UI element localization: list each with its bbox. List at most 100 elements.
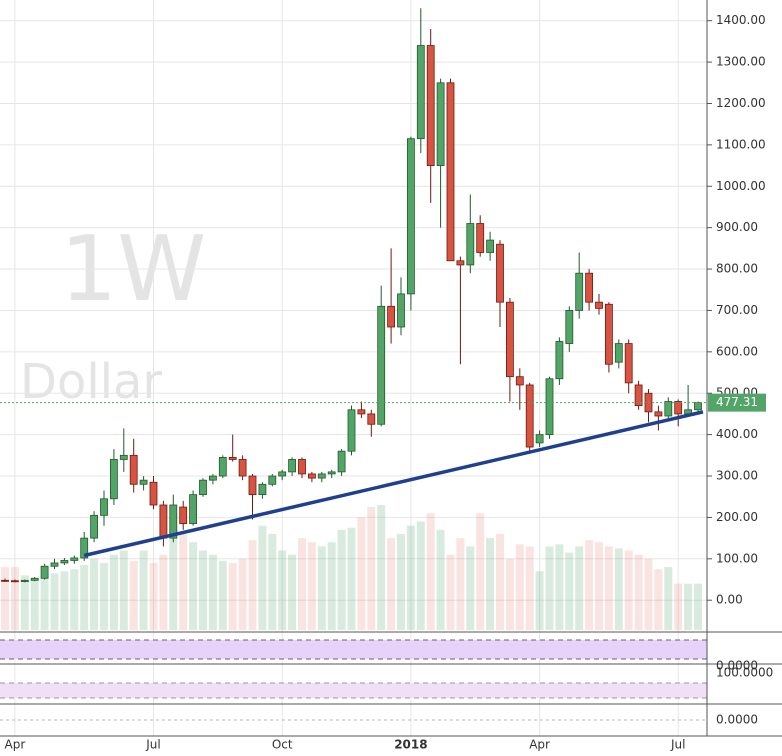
candle-body xyxy=(189,494,198,525)
candle-body xyxy=(1,579,9,582)
volume-bar xyxy=(426,513,435,630)
candle-body xyxy=(555,341,564,380)
last-price-box xyxy=(708,393,766,412)
candle-body xyxy=(30,577,39,581)
candle-body xyxy=(278,471,287,477)
candle-body xyxy=(40,565,49,579)
candle-body xyxy=(139,479,148,485)
x-tick-label: Jul xyxy=(145,738,160,752)
volume-bar xyxy=(515,544,524,630)
volume-bar xyxy=(60,571,69,630)
candle-body xyxy=(674,401,683,415)
candle-body xyxy=(90,514,98,539)
volume-bar xyxy=(575,546,584,630)
candle-body xyxy=(20,579,29,582)
candle-body xyxy=(347,409,356,452)
y-tick-label: 600.00 xyxy=(716,344,758,358)
volume-bar xyxy=(169,529,178,630)
candle-body xyxy=(169,504,178,539)
volume-bar xyxy=(218,560,227,630)
volume-bar xyxy=(268,533,277,630)
candle-body xyxy=(575,272,584,311)
volume-bar xyxy=(416,521,425,630)
candle-body xyxy=(159,504,168,539)
volume-bar xyxy=(228,562,237,630)
volume-bar xyxy=(10,567,19,630)
candle-body xyxy=(436,82,445,166)
candle-body xyxy=(466,223,475,266)
volume-bar xyxy=(327,542,336,630)
volume-bar xyxy=(406,525,415,630)
candle-body xyxy=(268,475,277,485)
volume-bar xyxy=(456,538,465,630)
volume-bar xyxy=(525,546,534,630)
candle-body xyxy=(307,473,316,479)
volume-bar xyxy=(387,538,396,630)
volume-bar xyxy=(307,542,316,630)
volume-bar xyxy=(585,540,594,630)
candle-body xyxy=(387,305,396,328)
volume-bar xyxy=(446,554,455,630)
volume-bar xyxy=(634,554,643,630)
volume-bar xyxy=(347,527,356,630)
candle-body xyxy=(694,402,702,411)
candle-body xyxy=(60,560,69,564)
candle-body xyxy=(416,45,425,140)
volume-bar xyxy=(278,550,287,630)
indicator-label: 100.0000 xyxy=(716,666,773,680)
candle-body xyxy=(208,475,217,481)
y-tick-label: 1400.00 xyxy=(716,13,766,27)
volume-bar xyxy=(624,550,633,630)
y-tick-label: 700.00 xyxy=(716,303,758,317)
x-tick-label: 2018 xyxy=(394,738,427,752)
volume-bar xyxy=(664,567,673,630)
volume-bar xyxy=(40,575,49,630)
volume-bar xyxy=(258,525,267,630)
x-tick-label: Apr xyxy=(5,738,26,752)
oscillator-band xyxy=(0,640,707,659)
candle-body xyxy=(50,562,59,567)
candle-body xyxy=(614,343,623,363)
candle-body xyxy=(406,138,415,295)
candle-body xyxy=(10,580,19,583)
candle-body xyxy=(377,305,386,425)
volume-bar xyxy=(20,575,29,630)
candle-body xyxy=(367,413,376,425)
candle-body xyxy=(664,401,673,417)
candle-body xyxy=(605,303,613,365)
volume-bar xyxy=(377,504,386,630)
volume-bar xyxy=(476,513,485,630)
volume-bar xyxy=(100,562,108,630)
candle-body xyxy=(149,481,158,506)
volume-bar xyxy=(486,538,495,630)
candle-body xyxy=(545,378,554,436)
volume-bar xyxy=(238,558,247,630)
candle-body xyxy=(397,293,405,328)
volume-bar xyxy=(545,546,554,630)
candle-body xyxy=(486,239,495,253)
candle-body xyxy=(624,343,633,384)
candle-body xyxy=(496,243,504,303)
indicator-panes: 0.0000 100.0000 0.0000 xyxy=(0,0,782,737)
trendline xyxy=(83,410,704,558)
volume-bar xyxy=(1,567,9,630)
candle-body xyxy=(238,459,247,477)
y-tick-label: 200.00 xyxy=(716,510,758,524)
volume-bar xyxy=(535,571,544,630)
volume-bar xyxy=(644,558,653,630)
volume-bar xyxy=(129,560,138,630)
y-tick-label: 1000.00 xyxy=(716,179,766,193)
volume-bar xyxy=(614,548,623,630)
y-tick-label: 400.00 xyxy=(716,427,758,441)
volume-bar xyxy=(397,533,405,630)
indicator-label: 0.0000 xyxy=(716,713,758,727)
candle-body xyxy=(456,260,465,266)
volume-bar xyxy=(357,517,366,630)
volume-bar xyxy=(674,583,683,630)
volume-bar xyxy=(288,554,297,630)
volume-bar xyxy=(139,550,148,630)
candle-body xyxy=(515,376,524,386)
y-tick-label: 900.00 xyxy=(716,220,758,234)
watermark-currency: Dollar xyxy=(20,354,162,410)
volume-bar xyxy=(189,542,198,630)
